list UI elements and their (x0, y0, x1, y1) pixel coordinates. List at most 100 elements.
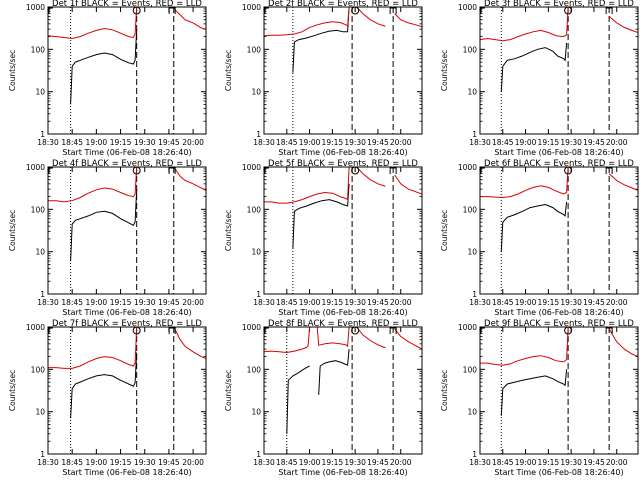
plot-frame (263, 6, 423, 135)
x-tick-label: 20:00 (390, 298, 412, 307)
events-series-line (292, 183, 350, 249)
x-tick-label: 20:00 (182, 458, 204, 467)
lld-series-line (48, 167, 138, 203)
x-tick-label: 19:45 (158, 298, 180, 307)
panel-title: Det 9f BLACK = Events, RED = LLD (484, 319, 634, 329)
x-tick-label: 19:00 (515, 138, 537, 147)
lld-series-line (480, 327, 569, 366)
y-tick-label: 100 (463, 365, 478, 374)
y-axis-label: Counts/sec (8, 210, 17, 251)
x-tick-label: 20:00 (182, 298, 204, 307)
lld-series-line (480, 167, 569, 199)
y-tick-label: 100 (31, 205, 46, 214)
lld-series-line (173, 167, 206, 191)
corner-marker (48, 327, 53, 334)
lld-series-line (608, 16, 638, 33)
x-tick-label: 18:45 (492, 138, 514, 147)
x-tick-label: 19:00 (86, 298, 108, 307)
x-axis-label: Start Time (06-Feb-08 18:26:40) (62, 468, 191, 477)
x-tick-label: 18:45 (492, 298, 514, 307)
x-tick-label: 18:45 (276, 458, 298, 467)
x-tick-label: 19:30 (134, 298, 156, 307)
x-tick-label: 18:45 (61, 138, 83, 147)
detector-panel-4: Det 4f BLACK = Events, RED = LLD Counts/s… (8, 159, 207, 317)
x-tick-label: 19:30 (560, 138, 582, 147)
x-tick-label: 19:15 (538, 138, 560, 147)
panel-title: Det 2f BLACK = Events, RED = LLD (268, 0, 418, 9)
x-tick-label: 18:30 (37, 298, 59, 307)
detector-panel-2: Det 2f BLACK = Events, RED = LLD Counts/s… (224, 0, 423, 157)
plot-frame (47, 166, 207, 295)
x-tick-label: 19:15 (538, 298, 560, 307)
y-tick-label: 10 (467, 88, 477, 97)
y-tick-label: 1 (40, 290, 45, 299)
y-tick-label: 10 (35, 408, 45, 417)
x-tick-label: 19:15 (538, 458, 560, 467)
events-series-line (500, 369, 568, 416)
x-tick-label: 19:45 (158, 138, 180, 147)
y-tick-label: 10 (35, 88, 45, 97)
y-tick-label: 10 (35, 248, 45, 257)
corner-marker (480, 327, 485, 334)
y-tick-label: 1 (472, 450, 477, 459)
x-tick-label: 20:00 (390, 138, 412, 147)
corner-marker (264, 327, 269, 334)
x-tick-label: 19:45 (583, 138, 605, 147)
panel-title: Det 6f BLACK = Events, RED = LLD (484, 159, 634, 169)
lld-series-line (394, 13, 422, 28)
events-series-line (500, 201, 568, 252)
y-tick-label: 1 (472, 130, 477, 139)
y-tick-label: 1 (256, 130, 261, 139)
x-tick-label: 19:00 (299, 298, 321, 307)
corner-marker (264, 167, 269, 174)
y-tick-label: 10 (251, 88, 261, 97)
x-tick-label: 18:30 (253, 138, 275, 147)
lld-series-line (356, 7, 386, 27)
y-tick-label: 1 (472, 290, 477, 299)
lld-series-line (316, 327, 350, 348)
x-tick-label: 20:00 (606, 298, 628, 307)
x-tick-label: 18:45 (492, 458, 514, 467)
corner-marker (264, 7, 269, 14)
x-tick-label: 19:30 (344, 458, 366, 467)
corner-marker (480, 167, 485, 174)
lld-series-line (394, 328, 422, 350)
panel-title: Det 5f BLACK = Events, RED = LLD (268, 159, 418, 169)
x-tick-label: 19:30 (344, 298, 366, 307)
square-marker (605, 7, 613, 14)
x-tick-label: 19:45 (158, 458, 180, 467)
corner-marker (48, 167, 53, 174)
x-tick-label: 19:30 (560, 298, 582, 307)
x-tick-label: 18:45 (276, 298, 298, 307)
lld-series-line (608, 173, 638, 191)
y-axis-label: Counts/sec (440, 210, 449, 251)
square-marker (168, 327, 176, 334)
lld-series-line (356, 167, 386, 187)
x-tick-label: 19:45 (367, 298, 389, 307)
y-axis-label: Counts/sec (224, 210, 233, 251)
plot-frame (263, 166, 423, 295)
corner-marker (48, 7, 53, 14)
y-tick-label: 1000 (458, 163, 477, 172)
x-tick-label: 18:30 (37, 458, 59, 467)
lld-series-line (356, 327, 386, 349)
lld-series-line (608, 328, 638, 358)
y-axis-label: Counts/sec (440, 50, 449, 91)
square-marker (389, 7, 397, 14)
x-tick-label: 19:15 (110, 138, 132, 147)
panel-title: Det 7f BLACK = Events, RED = LLD (52, 319, 202, 329)
lld-series-line (173, 327, 206, 359)
x-tick-label: 18:30 (469, 458, 491, 467)
square-marker (168, 167, 176, 174)
x-tick-label: 18:45 (276, 138, 298, 147)
y-axis-label: Counts/sec (8, 50, 17, 91)
x-axis-label: Start Time (06-Feb-08 18:26:40) (494, 148, 623, 157)
x-axis-label: Start Time (06-Feb-08 18:26:40) (278, 148, 407, 157)
x-tick-label: 19:00 (86, 138, 108, 147)
x-axis-label: Start Time (06-Feb-08 18:26:40) (62, 148, 191, 157)
y-tick-label: 1 (40, 450, 45, 459)
x-tick-label: 19:00 (299, 458, 321, 467)
y-tick-label: 100 (463, 205, 478, 214)
